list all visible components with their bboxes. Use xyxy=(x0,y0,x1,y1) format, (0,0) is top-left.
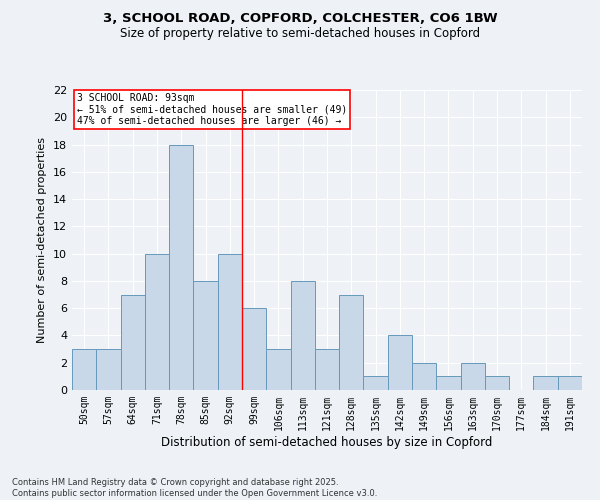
Text: 3, SCHOOL ROAD, COPFORD, COLCHESTER, CO6 1BW: 3, SCHOOL ROAD, COPFORD, COLCHESTER, CO6… xyxy=(103,12,497,26)
Bar xyxy=(533,376,558,390)
Bar xyxy=(169,144,193,390)
Bar xyxy=(72,349,96,390)
Bar xyxy=(218,254,242,390)
Bar xyxy=(412,362,436,390)
Text: Contains HM Land Registry data © Crown copyright and database right 2025.
Contai: Contains HM Land Registry data © Crown c… xyxy=(12,478,377,498)
Bar xyxy=(96,349,121,390)
Bar xyxy=(121,294,145,390)
Bar xyxy=(436,376,461,390)
Bar xyxy=(485,376,509,390)
Bar xyxy=(145,254,169,390)
Bar xyxy=(266,349,290,390)
Bar xyxy=(364,376,388,390)
Bar xyxy=(388,336,412,390)
Bar xyxy=(339,294,364,390)
Bar xyxy=(242,308,266,390)
Bar xyxy=(461,362,485,390)
Y-axis label: Number of semi-detached properties: Number of semi-detached properties xyxy=(37,137,47,343)
Text: Size of property relative to semi-detached houses in Copford: Size of property relative to semi-detach… xyxy=(120,28,480,40)
X-axis label: Distribution of semi-detached houses by size in Copford: Distribution of semi-detached houses by … xyxy=(161,436,493,448)
Bar xyxy=(193,281,218,390)
Bar xyxy=(558,376,582,390)
Bar xyxy=(290,281,315,390)
Bar xyxy=(315,349,339,390)
Text: 3 SCHOOL ROAD: 93sqm
← 51% of semi-detached houses are smaller (49)
47% of semi-: 3 SCHOOL ROAD: 93sqm ← 51% of semi-detac… xyxy=(77,93,347,126)
